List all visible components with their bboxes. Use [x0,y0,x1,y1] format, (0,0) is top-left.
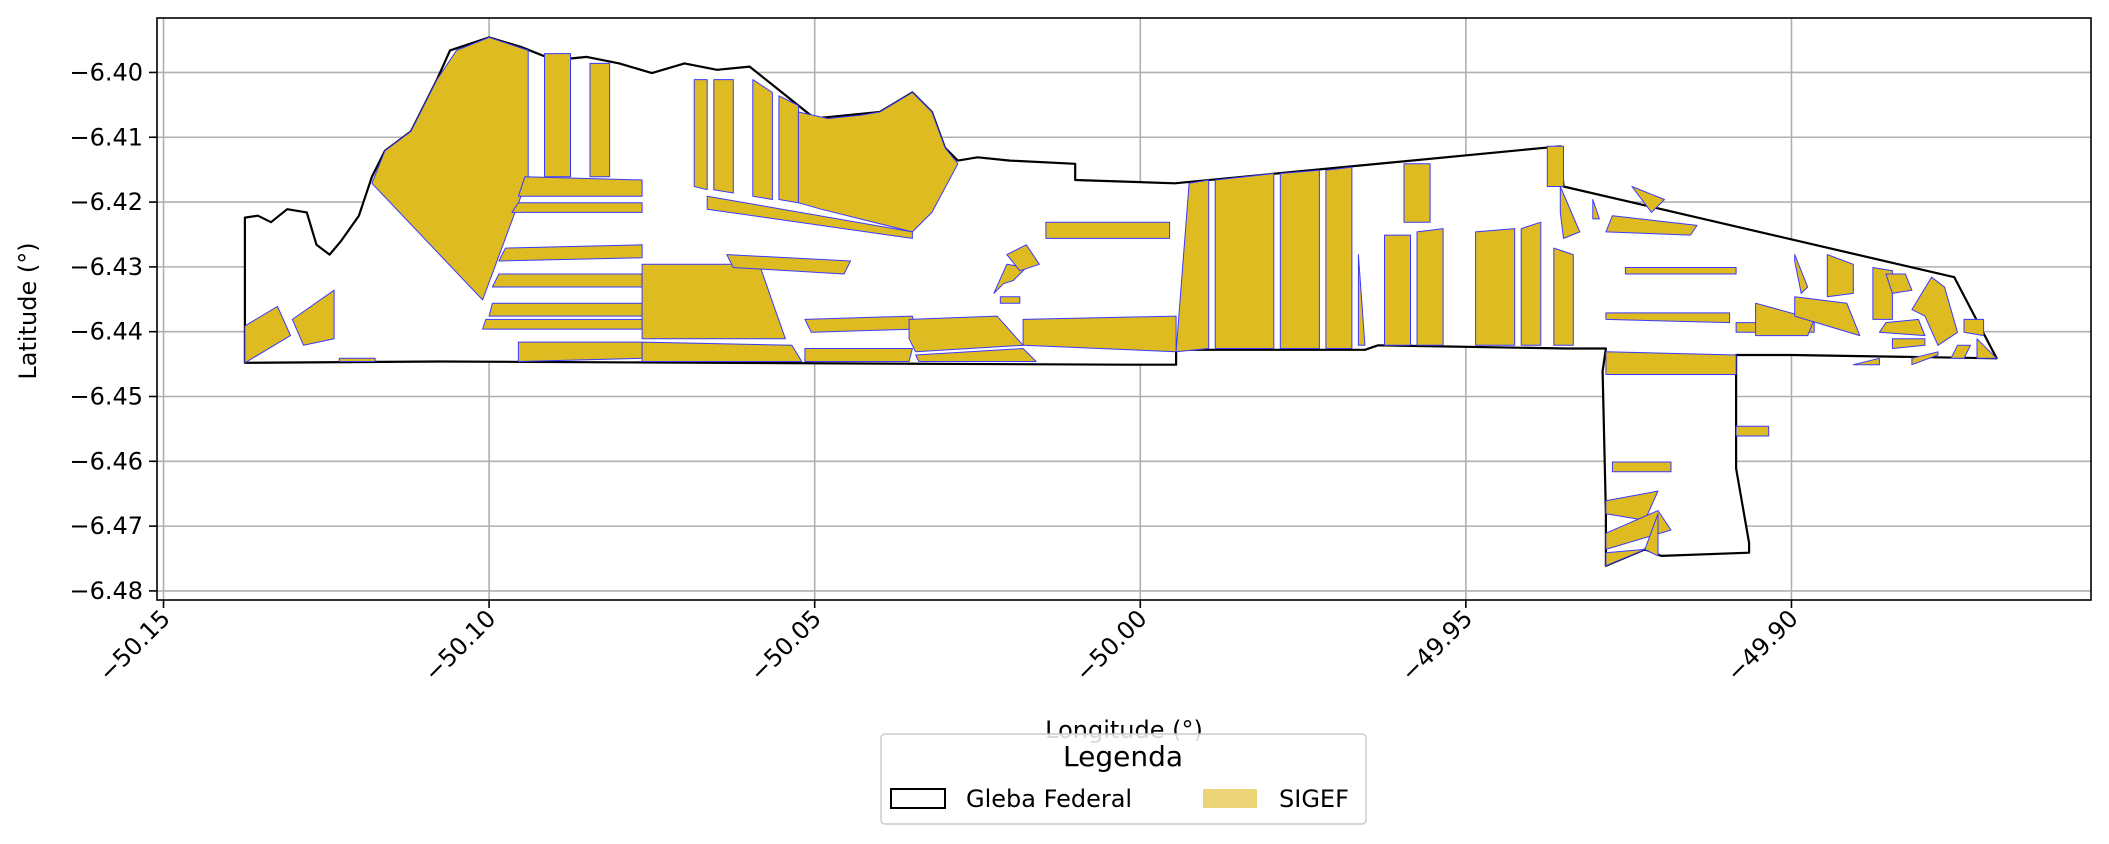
sigef-parcel [338,357,376,362]
y-tick-label: −6.44 [69,318,143,346]
sigef-parcel [1175,179,1210,353]
y-tick-label: −6.42 [69,188,143,216]
sigef-parcel [1214,173,1275,349]
sigef-parcel [1605,312,1731,324]
sigef-parcel [641,341,803,362]
sigef-parcel [1325,166,1353,349]
sigef-parcel [1826,254,1854,298]
sigef-parcel [589,62,611,178]
sigef-parcel [1605,510,1672,550]
sigef-parcel [804,348,913,362]
sigef-parcel [1357,254,1366,346]
sigef-parcel [693,79,708,191]
sigef-parcel [641,263,786,340]
y-tick-label: −6.40 [69,58,143,86]
sigef-parcel [1553,247,1574,346]
y-tick-label: −6.48 [69,577,143,605]
sigef-parcel [726,254,851,275]
legend: Legenda Gleba Federal SIGEF [880,733,1367,825]
sigef-parcel [1976,338,1998,359]
sigef-parcel [1520,221,1542,346]
sigef-parcel [993,263,1027,294]
sigef-parcel [1416,228,1444,346]
sigef-parcel [752,79,773,200]
sigef-parcel [1963,318,1985,337]
sigef-parcel [544,53,571,178]
sigef-parcel [517,341,643,362]
y-axis-label: Latitude (°) [14,242,42,379]
y-tick-label: −6.46 [69,447,143,475]
sigef-parcel [778,95,799,204]
y-tick-label: −6.41 [69,123,143,151]
sigef-parcel [1950,344,1971,359]
sigef-parcel [1872,267,1893,320]
sigef-parcel [1006,244,1040,272]
sigef-parcel [1624,267,1737,275]
legend-gleba-label: Gleba Federal [966,785,1132,813]
sigef-parcel [1605,215,1698,236]
sigef-parcel [1878,318,1926,337]
sigef-parcel [1279,169,1320,349]
sigef-parcel [915,348,1037,362]
sigef-parcel [713,79,734,194]
legend-sigef-label: SIGEF [1279,785,1349,813]
sigef-parcel [291,289,335,346]
sigef-parcel [1605,548,1646,567]
y-axis: −6.40 −6.41 −6.42 −6.43 −6.44 −6.45 −6.46 −6.47… [69,58,157,605]
sigef-parcel [491,273,643,288]
sigef-parcel [1631,186,1665,213]
sigef-parcel [1592,199,1600,220]
y-tick-label: −6.45 [69,382,143,410]
legend-title: Legenda [1063,740,1183,773]
sigef-parcel [482,318,643,330]
sigef-parcel [908,315,1024,353]
sigef-parcel [1911,276,1958,346]
sigef-parcel [1852,357,1880,366]
sigef-parcel [1911,351,1939,366]
sigef-parcel [1611,461,1672,473]
sigef-parcel [1403,163,1431,223]
sigef-parcel [1045,221,1171,239]
legend-gleba-swatch [890,788,946,809]
sigef-parcel [1546,145,1564,187]
sigef-parcel [1475,228,1516,346]
y-tick-label: −6.47 [69,512,143,540]
sigef-parcel [488,302,643,317]
sigef-parcel [706,195,913,239]
y-tick-label: −6.43 [69,253,143,281]
sigef-parcel [1885,273,1913,294]
sigef-parcel [1644,513,1659,557]
sigef-parcel [244,305,291,364]
sigef-parcel [1794,296,1861,337]
sigef-layer [244,36,1998,567]
sigef-parcel [1735,425,1770,437]
sigef-parcel [1559,186,1581,239]
sigef-parcel [498,244,643,262]
legend-sigef-swatch [1203,789,1257,808]
sigef-parcel [511,202,643,213]
sigef-parcel [804,315,917,333]
sigef-parcel [1605,351,1737,375]
sigef-parcel [1384,234,1411,346]
sigef-parcel [1891,338,1926,349]
sigef-parcel [371,36,529,301]
axes-frame [156,17,2092,601]
sigef-parcel [1022,315,1177,353]
sigef-parcel [1794,254,1809,294]
sigef-parcel [999,296,1021,304]
sigef-parcel [517,176,643,197]
